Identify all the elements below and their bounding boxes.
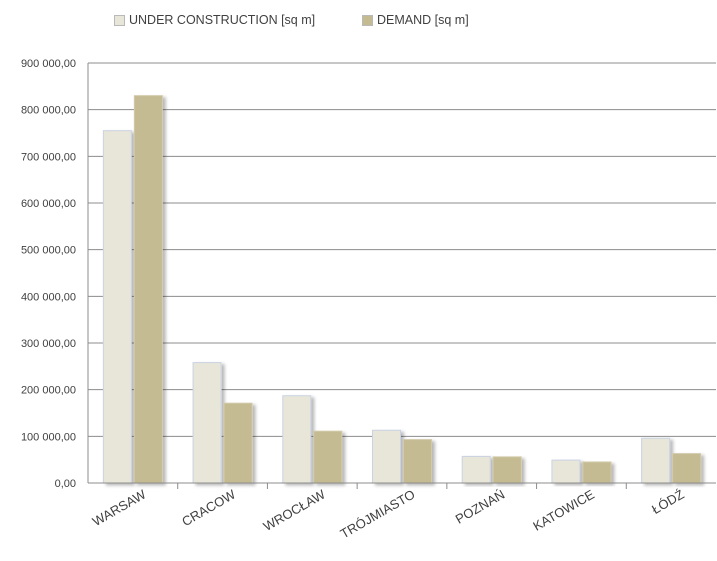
y-tick-label: 300 000,00 — [21, 338, 76, 350]
y-tick-label: 700 000,00 — [21, 151, 76, 163]
bar-demand-6 — [672, 453, 702, 484]
legend-swatch-demand — [362, 14, 373, 26]
bars — [102, 95, 702, 484]
x-tick-label: POZNAŃ — [453, 487, 507, 527]
x-tick-label: ŁÓDŹ — [649, 487, 687, 517]
bar-demand-5 — [582, 461, 612, 484]
y-tick-label: 0,00 — [55, 478, 76, 490]
legend-label-demand: DEMAND [sq m] — [377, 13, 469, 27]
axes — [87, 63, 716, 489]
legend-swatch-under-construction — [114, 14, 125, 26]
x-tick-label: KATOWICE — [530, 486, 597, 533]
legend-item-demand: DEMAND [sq m] — [362, 13, 469, 27]
bar-under-construction-2 — [282, 395, 312, 484]
y-tick-label: 800 000,00 — [21, 105, 76, 117]
y-tick-label: 500 000,00 — [21, 245, 76, 257]
bar-demand-1 — [223, 402, 253, 484]
bar-demand-3 — [403, 439, 432, 484]
y-tick-label: 100 000,00 — [21, 431, 76, 443]
gridlines — [88, 62, 716, 437]
legend-item-under-construction: UNDER CONSTRUCTION [sq m] — [114, 13, 315, 27]
legend-label-under-construction: UNDER CONSTRUCTION [sq m] — [129, 13, 316, 27]
x-axis-ticks: WARSAW CRACOW WROCŁAW TRÓJMIASTO POZNAŃ KATOW… — [90, 486, 687, 541]
bar-demand-2 — [313, 430, 343, 484]
y-tick-label: 200 000,00 — [21, 385, 76, 397]
bar-demand-0 — [133, 95, 163, 484]
bar-under-construction-5 — [551, 459, 581, 484]
y-axis-ticks: 0,00 100 000,00 200 000,00 300 000,00 400 00… — [21, 58, 76, 490]
x-tick-label: WROCŁAW — [261, 486, 329, 534]
bar-under-construction-6 — [641, 437, 671, 484]
bar-under-construction-0 — [102, 130, 132, 484]
bar-under-construction-3 — [372, 429, 401, 484]
y-tick-label: 600 000,00 — [21, 198, 76, 210]
y-tick-label: 900 000,00 — [21, 58, 76, 70]
bar-under-construction-4 — [461, 455, 491, 484]
y-tick-label: 400 000,00 — [21, 291, 76, 303]
x-tick-label: WARSAW — [90, 486, 149, 529]
bar-demand-4 — [492, 456, 522, 484]
x-tick-label: CRACOW — [179, 486, 238, 529]
x-tick-label: TRÓJMIASTO — [338, 487, 418, 542]
bar-under-construction-1 — [192, 362, 222, 484]
